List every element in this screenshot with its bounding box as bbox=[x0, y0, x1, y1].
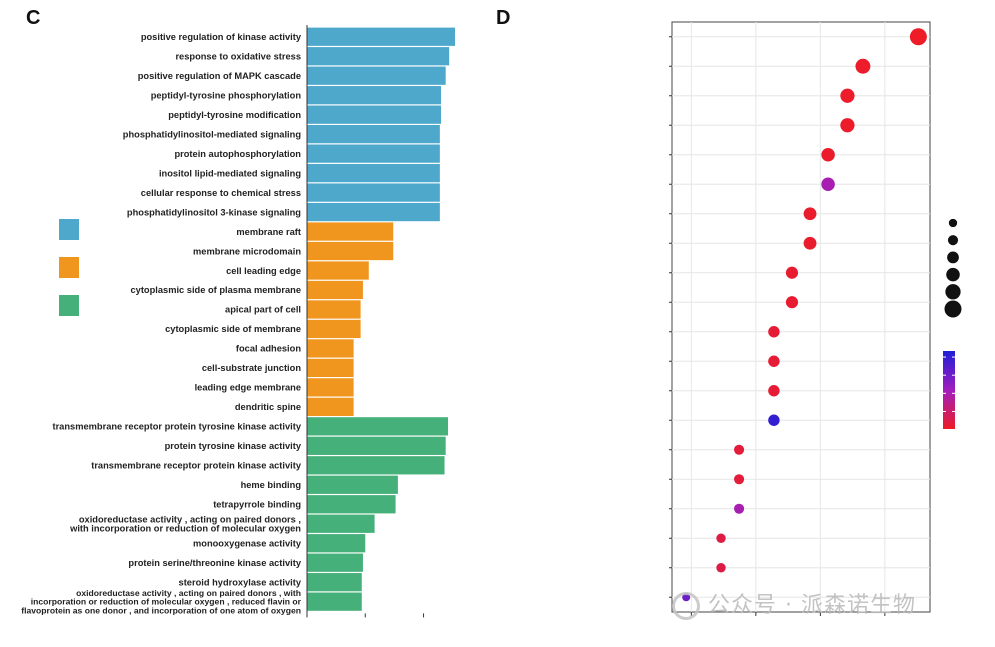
bar-20 bbox=[307, 397, 354, 416]
bar-14 bbox=[307, 280, 363, 300]
size-legend-dot-3 bbox=[947, 251, 959, 264]
dot-5 bbox=[821, 147, 835, 162]
bar-17 bbox=[307, 339, 354, 358]
dot-4 bbox=[840, 118, 855, 133]
bar-label-20: dendritic spine bbox=[235, 402, 301, 412]
bar-label-26: oxidoreductase activity , acting on pair… bbox=[69, 514, 301, 533]
bar-4 bbox=[307, 86, 442, 105]
bar-label-11: membrane raft bbox=[236, 227, 301, 237]
bar-label-17: focal adhesion bbox=[236, 344, 301, 354]
bar-7 bbox=[307, 144, 440, 163]
size-legend-dot-2 bbox=[947, 235, 959, 246]
bar-15 bbox=[307, 300, 361, 319]
dot-16 bbox=[734, 474, 745, 485]
size-legend-dot-6 bbox=[944, 300, 962, 318]
bar-25 bbox=[307, 495, 396, 514]
bar-label-4: peptidyl-tyrosine phosphorylation bbox=[151, 90, 302, 100]
bar-label-7: protein autophosphorylation bbox=[174, 149, 301, 159]
bar-28 bbox=[307, 553, 363, 572]
bar-label-3: positive regulation of MAPK cascade bbox=[138, 71, 301, 81]
dot-15 bbox=[734, 444, 745, 455]
bar-label-29: steroid hydroxylase activity bbox=[179, 577, 302, 587]
bar-label-28: protein serine/threonine kinase activity bbox=[128, 558, 301, 568]
size-legend-dot-4 bbox=[946, 267, 960, 282]
bar-label-22: protein tyrosine kinase activity bbox=[165, 441, 302, 451]
bar-29 bbox=[307, 573, 362, 592]
bar-1 bbox=[307, 27, 456, 46]
legend-swatch-cc bbox=[59, 257, 79, 278]
legend-swatch-mf bbox=[59, 295, 79, 316]
dot-8 bbox=[803, 236, 817, 250]
bar-label-25: tetrapyrrole binding bbox=[213, 500, 301, 510]
watermark: 公众号 · 派森诺生物 bbox=[672, 587, 972, 623]
bar-label-9: cellular response to chemical stress bbox=[141, 188, 301, 198]
bar-label-16: cytoplasmic side of membrane bbox=[165, 324, 301, 334]
dot-19 bbox=[716, 563, 726, 573]
dot-17 bbox=[734, 503, 745, 514]
dot-2 bbox=[855, 58, 871, 74]
dot-7 bbox=[803, 207, 817, 221]
bar-label-13: cell leading edge bbox=[226, 266, 301, 276]
bar-24 bbox=[307, 475, 398, 494]
panel-label-d: D bbox=[496, 7, 510, 29]
dot-11 bbox=[768, 326, 780, 338]
bar-23 bbox=[307, 456, 445, 475]
bar-label-30: oxidoreductase activity , acting on pair… bbox=[21, 588, 301, 616]
bar-2 bbox=[307, 47, 450, 66]
color-legend-bar bbox=[943, 351, 955, 429]
bar-8 bbox=[307, 163, 440, 183]
bar-label-19: leading edge membrane bbox=[195, 383, 301, 393]
bar-label-18: cell-substrate junction bbox=[202, 363, 302, 373]
bar-16 bbox=[307, 319, 361, 339]
panel-label-c: C bbox=[26, 7, 40, 29]
bar-13 bbox=[307, 261, 369, 280]
dot-12 bbox=[768, 355, 780, 367]
bar-label-15: apical part of cell bbox=[225, 305, 301, 315]
bar-10 bbox=[307, 202, 440, 222]
bar-5 bbox=[307, 105, 442, 124]
bar-12 bbox=[307, 241, 394, 261]
bar-label-12: membrane microdomain bbox=[193, 246, 301, 256]
bar-label-5: peptidyl-tyrosine modification bbox=[168, 110, 301, 120]
bar-18 bbox=[307, 358, 354, 378]
bar-chart-go-enrichment: positive regulation of kinase activity re… bbox=[21, 25, 456, 618]
bar-label-23: transmembrane receptor protein kinase ac… bbox=[91, 461, 302, 471]
bar-3 bbox=[307, 66, 446, 85]
bar-30 bbox=[307, 592, 362, 611]
bar-label-14: cytoplasmic side of plasma membrane bbox=[130, 285, 301, 295]
bar-26 bbox=[307, 514, 375, 533]
bar-22 bbox=[307, 436, 446, 455]
dot-14 bbox=[768, 414, 780, 426]
bar-label-6: phosphatidylinositol-mediated signaling bbox=[123, 129, 302, 139]
dot-18 bbox=[716, 533, 726, 543]
bar-label-21: transmembrane receptor protein tyrosine … bbox=[52, 422, 301, 432]
watermark-logo-icon bbox=[672, 592, 700, 620]
bar-21 bbox=[307, 417, 449, 436]
bar-label-8: inositol lipid-mediated signaling bbox=[159, 168, 301, 178]
bar-27 bbox=[307, 534, 366, 553]
dot-10 bbox=[785, 296, 799, 309]
dot-chart-kegg-enrichment bbox=[669, 21, 962, 616]
bar-label-10: phosphatidylinositol 3-kinase signaling bbox=[127, 207, 301, 217]
bar-11 bbox=[307, 222, 394, 241]
bar-label-27: monooxygenase activity bbox=[193, 538, 302, 548]
bar-19 bbox=[307, 378, 354, 397]
dot-3 bbox=[840, 88, 855, 103]
legend-swatch-bp bbox=[59, 219, 79, 240]
bar-9 bbox=[307, 183, 440, 202]
size-legend-dot-5 bbox=[945, 284, 961, 300]
size-legend-dot-1 bbox=[948, 218, 958, 228]
dot-13 bbox=[768, 385, 780, 397]
watermark-text: 公众号 · 派森诺生物 bbox=[708, 593, 916, 618]
dot-6 bbox=[821, 177, 835, 192]
dot-1 bbox=[909, 28, 927, 46]
bar-label-1: positive regulation of kinase activity bbox=[141, 32, 302, 42]
bar-label-24: heme binding bbox=[241, 480, 302, 490]
bar-6 bbox=[307, 125, 440, 144]
dot-plot-frame bbox=[671, 21, 931, 613]
bar-label-2: response to oxidative stress bbox=[175, 51, 301, 61]
dot-9 bbox=[785, 266, 799, 279]
